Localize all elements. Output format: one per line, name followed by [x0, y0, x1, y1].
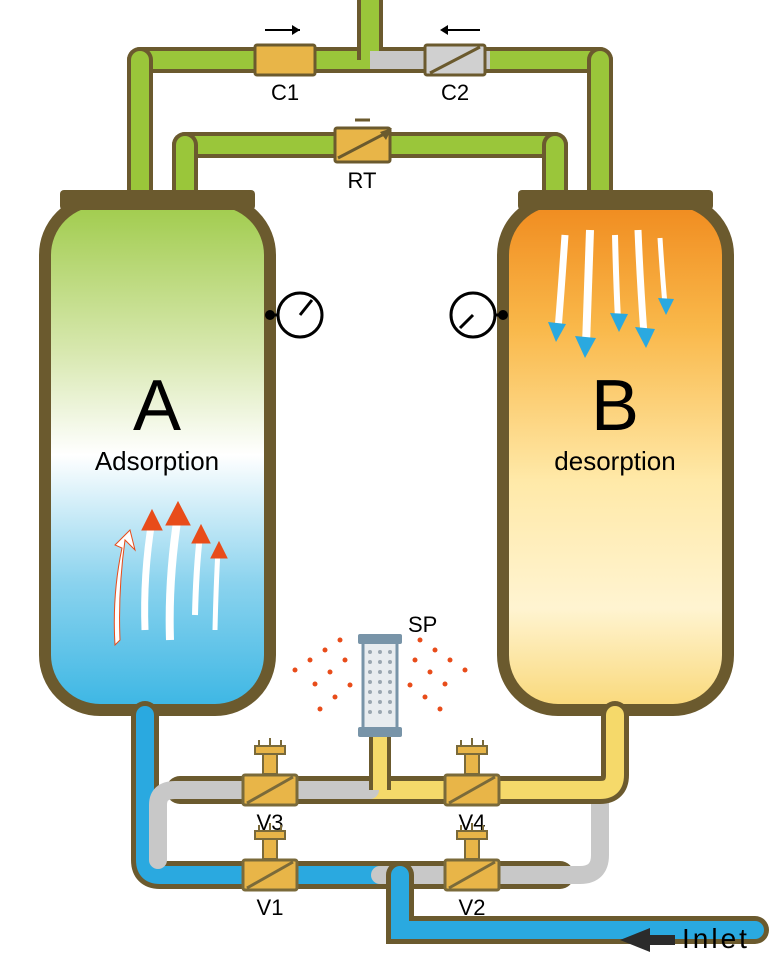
tank-a-letter: A: [133, 366, 181, 446]
tank-b-label: desorption: [554, 446, 675, 476]
component-c1: C1: [255, 25, 315, 105]
rt-label: RT: [348, 168, 377, 193]
valve-v2: V2: [445, 823, 499, 920]
c1-label: C1: [271, 80, 299, 105]
inlet-label: Inlet: [682, 923, 750, 954]
pipe-bottom: [145, 715, 755, 930]
valve-v4: V4: [445, 738, 499, 835]
tank-b: B desorption: [503, 190, 728, 710]
v2-label: V2: [459, 895, 486, 920]
component-c2: C2: [425, 25, 485, 105]
valve-v1: V1: [243, 823, 297, 920]
component-rt: RT: [335, 120, 392, 193]
v1-label: V1: [257, 895, 284, 920]
diagram-canvas: C1 C2 RT A Adsorption: [0, 0, 773, 969]
tank-a-label: Adsorption: [95, 446, 219, 476]
tank-a: A Adsorption: [45, 190, 270, 710]
sp-label: SP: [408, 612, 437, 637]
c2-label: C2: [441, 80, 469, 105]
component-sp: SP: [293, 612, 468, 737]
valve-v3: V3: [243, 738, 297, 835]
tank-b-letter: B: [591, 366, 639, 446]
